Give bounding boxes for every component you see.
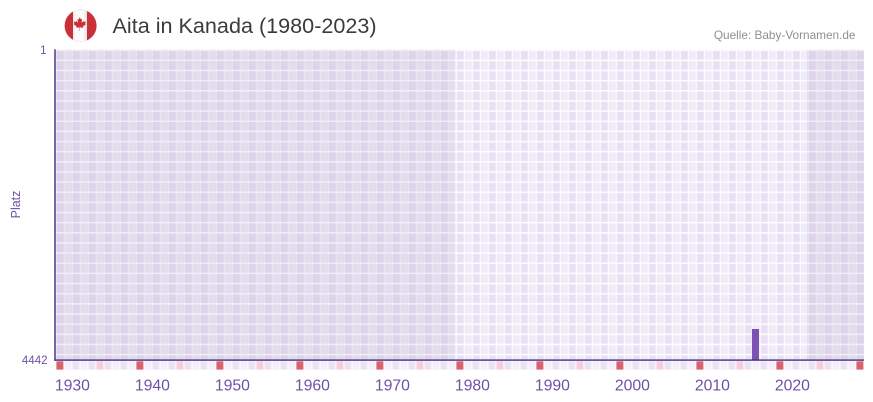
svg-text:1: 1 [40,45,46,57]
svg-text:Platz: Platz [9,191,23,219]
svg-text:4442: 4442 [22,355,48,367]
svg-text:Aita in Kanada (1980-2023): Aita in Kanada (1980-2023) [113,13,377,38]
svg-text:1950: 1950 [215,378,250,395]
svg-text:2020: 2020 [775,378,810,395]
svg-text:1970: 1970 [375,378,410,395]
svg-text:2000: 2000 [615,378,650,395]
svg-text:1930: 1930 [55,378,90,395]
svg-text:1990: 1990 [535,378,570,395]
svg-text:1980: 1980 [455,378,490,395]
svg-text:Quelle: Baby-Vornamen.de: Quelle: Baby-Vornamen.de [714,28,856,42]
svg-text:2010: 2010 [695,378,730,395]
svg-text:1940: 1940 [135,378,170,395]
svg-text:1960: 1960 [295,378,330,395]
